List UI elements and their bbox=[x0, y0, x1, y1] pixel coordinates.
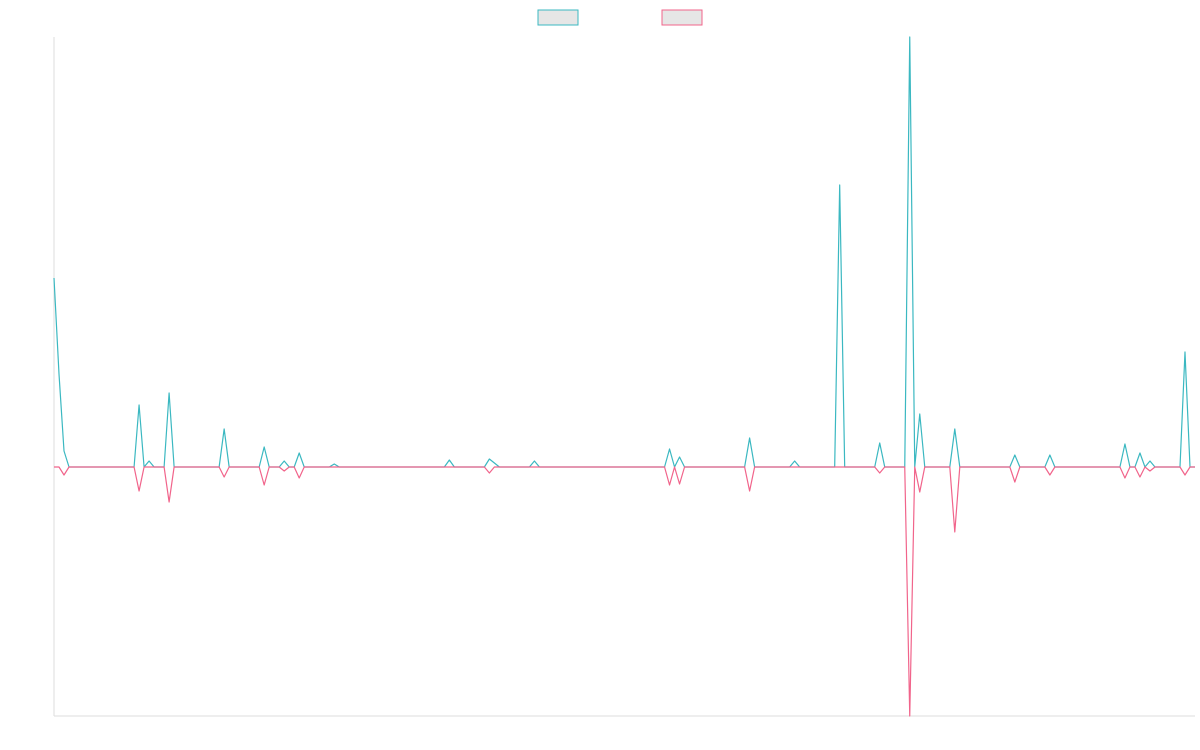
series-line bbox=[53, 36, 1195, 468]
legend-swatch bbox=[661, 9, 703, 26]
legend-swatch bbox=[537, 9, 579, 26]
series-line bbox=[54, 466, 1195, 717]
